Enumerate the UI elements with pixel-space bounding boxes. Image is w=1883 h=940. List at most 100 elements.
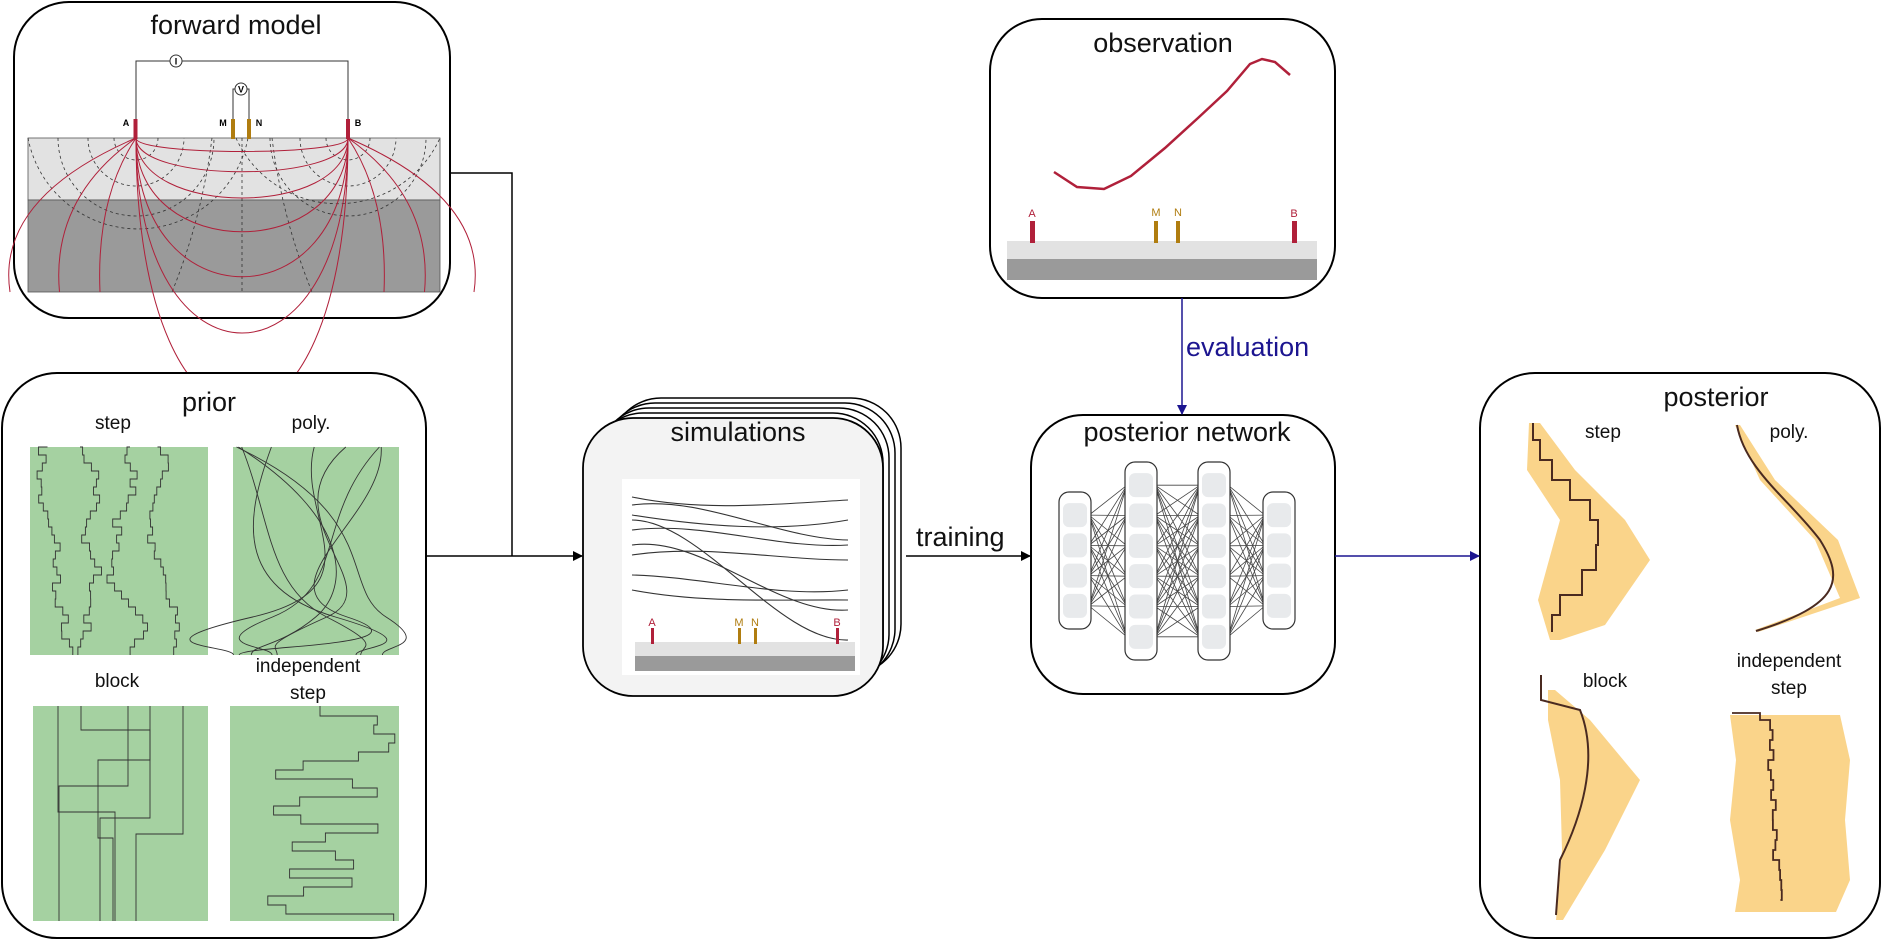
prior-title: prior: [182, 387, 236, 417]
current-line: [135, 137, 349, 173]
network-neuron: [1267, 503, 1291, 528]
equipotential-line: [171, 137, 213, 293]
current-line: [135, 137, 349, 278]
network-edge: [1154, 484, 1201, 577]
network-neuron: [1129, 503, 1153, 528]
posterior-step-median: [1532, 423, 1599, 632]
network-neuron: [1129, 533, 1153, 558]
network-edge: [1227, 514, 1266, 607]
forward-model-node: forward model I V A B M N: [8, 1, 476, 409]
posterior-block-plot: [1540, 675, 1640, 920]
prior-poly-sample: [252, 446, 388, 656]
current-line: [347, 137, 476, 293]
prior-step-samples: [36, 446, 180, 655]
electrode-m: [231, 119, 235, 139]
prior-poly-sample: [238, 446, 382, 656]
prior-block-sample: [57, 706, 116, 921]
ammeter-icon: [169, 54, 183, 68]
obs-electrode-n: [1176, 221, 1180, 243]
forward-model-title: forward model: [150, 10, 321, 40]
simulated-curve: [631, 527, 849, 547]
prior-poly-sample: [241, 446, 367, 656]
prior-block-sample: [58, 706, 129, 921]
network-edge: [1088, 605, 1128, 638]
prior-block-label: block: [95, 671, 140, 692]
simulated-curve: [631, 496, 849, 507]
obs-electrode-m-label: M: [1151, 207, 1160, 219]
prior-block-sample: [80, 706, 151, 921]
network-neuron: [1063, 593, 1087, 618]
prior-independent-label: independent: [256, 656, 361, 677]
network-edge: [1088, 484, 1128, 516]
network-edge: [1154, 575, 1201, 638]
electrode-n-label: N: [256, 118, 263, 128]
observation-curve: [1053, 57, 1291, 191]
current-line: [135, 137, 349, 233]
network-edge: [1154, 485, 1201, 607]
observation-title: observation: [1093, 28, 1233, 58]
sim-electrode-m: [738, 628, 741, 644]
simulations-title: simulations: [670, 417, 805, 447]
ammeter-label: I: [175, 57, 178, 67]
network-edge: [1227, 514, 1266, 577]
current-line: [347, 137, 426, 293]
network-edge: [1088, 575, 1128, 607]
sim-electrode-b-label: B: [833, 617, 840, 629]
electrode-a-label: A: [123, 118, 130, 128]
sim-electrode-a-label: A: [648, 617, 656, 629]
current-line: [8, 137, 137, 293]
network-edge: [1227, 605, 1266, 638]
network-edge: [1088, 485, 1128, 576]
forward-model-connector: [450, 172, 513, 556]
network-edge: [1227, 545, 1266, 637]
network-edge: [1154, 484, 1201, 547]
simulated-curve: [631, 574, 849, 593]
prior-block-sample: [99, 706, 151, 921]
network-connections: [1088, 484, 1266, 638]
network-neuron: [1202, 564, 1226, 589]
electrode-b-label: B: [355, 118, 362, 128]
sim-electrode-b: [836, 628, 839, 644]
posterior-block-envelope: [1548, 690, 1640, 920]
current-line: [347, 137, 385, 293]
simulated-curve: [631, 519, 849, 641]
current-line: [135, 137, 349, 199]
posterior-poly-label: poly.: [1770, 422, 1809, 443]
posterior-title: posterior: [1663, 382, 1768, 412]
prior-independent-step-panel: [230, 706, 399, 921]
network-neuron: [1129, 473, 1153, 498]
obs-electrode-m: [1154, 221, 1158, 243]
prior-poly-panel: [233, 447, 399, 655]
prior-step-sample: [106, 446, 148, 655]
prior-independent-sample: [267, 706, 396, 921]
prior-independent-step-samples: [267, 706, 396, 921]
simulated-curve: [631, 543, 849, 611]
prior-step-sample: [77, 446, 102, 655]
posterior-independent-median: [1732, 712, 1783, 901]
prior-poly-sample: [238, 446, 337, 656]
posterior-step-envelope: [1527, 423, 1650, 640]
network-layers: [1058, 461, 1296, 661]
network-neuron: [1202, 473, 1226, 498]
network-edge: [1088, 605, 1128, 607]
network-edge: [1154, 484, 1201, 516]
prior-poly-sample: [238, 446, 380, 656]
electrode-m-label: M: [219, 118, 227, 128]
prior-poly-sample: [189, 446, 326, 656]
electrode-a: [133, 119, 138, 139]
electrode-n: [247, 119, 251, 139]
network-neuron: [1063, 533, 1087, 558]
current-line: [135, 137, 349, 334]
prior-poly-samples: [189, 446, 407, 656]
network-neuron: [1267, 533, 1291, 558]
electrode-b: [346, 119, 350, 139]
network-neuron: [1202, 503, 1226, 528]
network-edge: [1088, 515, 1128, 607]
posterior-poly-median: [1736, 424, 1835, 632]
prior-poly-sample: [274, 446, 348, 656]
sim-electrode-m-label: M: [734, 617, 743, 629]
network-edge: [1088, 485, 1128, 606]
network-neuron: [1063, 563, 1087, 588]
simulations-node: simulations A M N B: [582, 397, 902, 697]
